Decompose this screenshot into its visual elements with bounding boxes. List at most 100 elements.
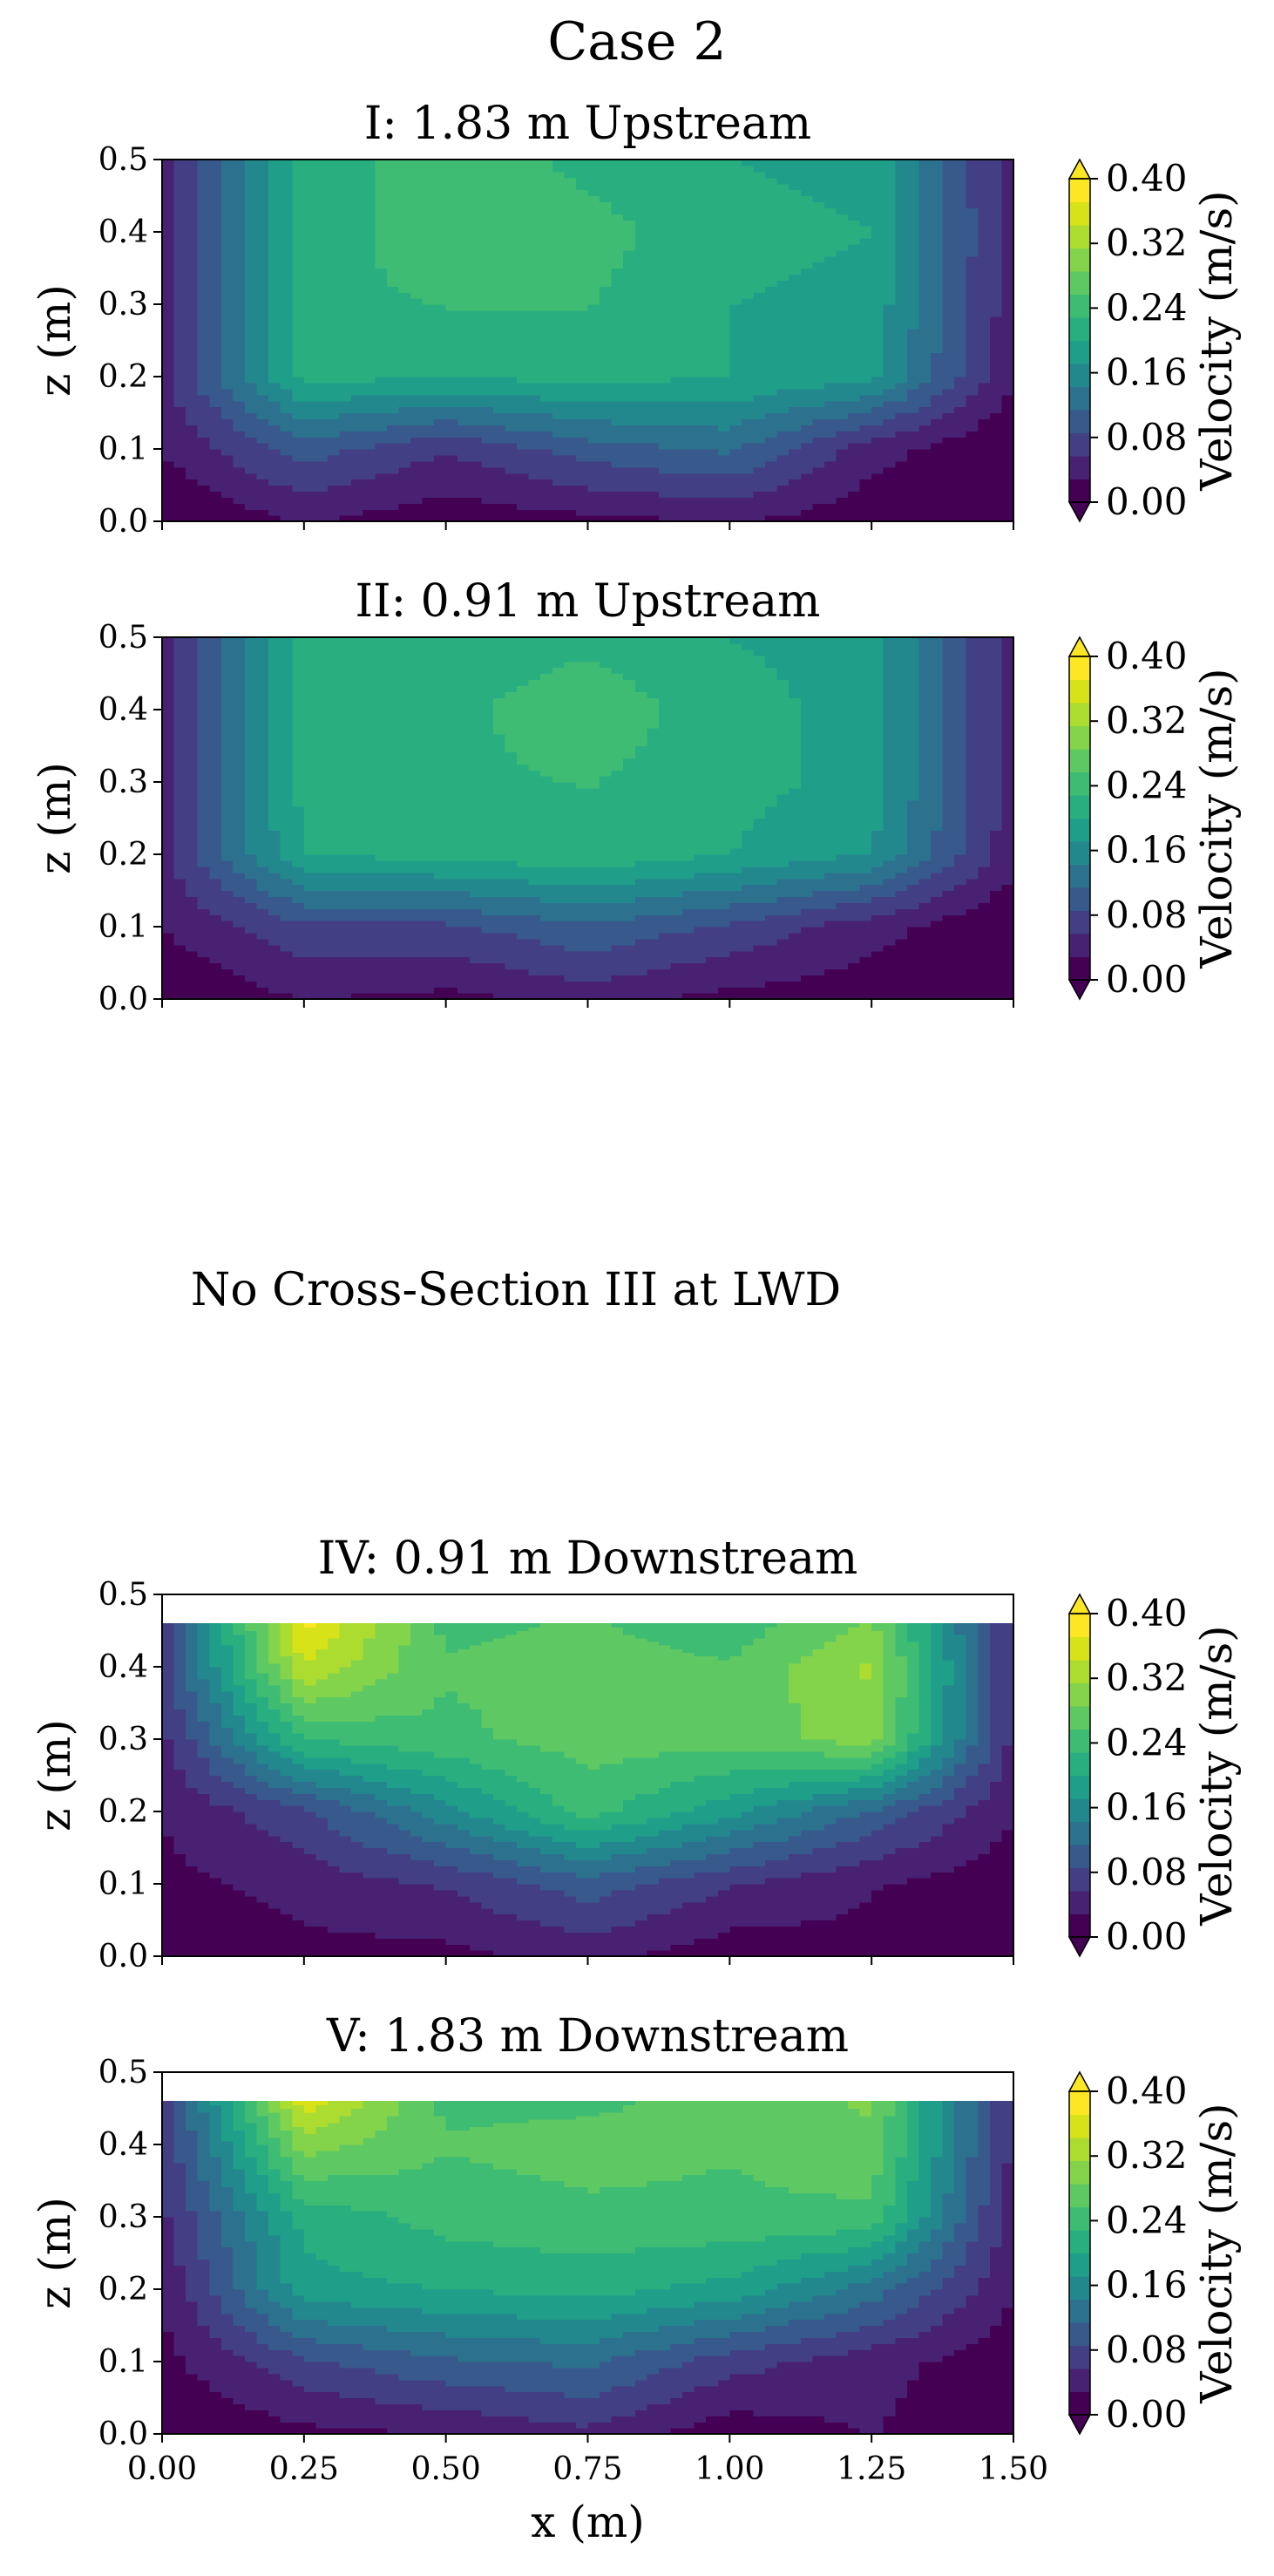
velocity-cell — [386, 322, 399, 330]
velocity-cell — [280, 274, 293, 281]
velocity-cell — [776, 987, 789, 994]
velocity-cell — [351, 485, 364, 493]
velocity-cell — [268, 177, 281, 185]
velocity-cell — [682, 340, 695, 348]
velocity-cell — [564, 274, 577, 281]
velocity-cell — [776, 340, 789, 348]
velocity-cell — [339, 981, 352, 988]
velocity-cell — [186, 956, 199, 964]
velocity-cell — [859, 214, 872, 221]
velocity-cell — [906, 189, 920, 197]
velocity-cell — [942, 352, 955, 359]
velocity-cell — [173, 460, 186, 468]
velocity-cell — [1001, 237, 1013, 245]
velocity-cell — [634, 243, 647, 251]
velocity-cell — [209, 377, 222, 384]
velocity-cell — [611, 171, 624, 179]
velocity-cell — [233, 189, 246, 197]
velocity-cell — [800, 437, 813, 444]
velocity-cell — [823, 286, 837, 293]
velocity-cell — [670, 425, 683, 432]
velocity-cell — [623, 950, 636, 958]
velocity-cell — [800, 201, 813, 208]
velocity-cell — [658, 412, 672, 420]
velocity-cell — [670, 950, 683, 958]
velocity-cell — [492, 927, 506, 934]
velocity-cell — [706, 479, 719, 486]
velocity-cell — [256, 220, 269, 227]
velocity-cell — [517, 171, 530, 179]
velocity-cell — [871, 503, 884, 510]
velocity-cell — [398, 232, 411, 239]
velocity-cell — [528, 201, 541, 208]
velocity-cell — [706, 406, 719, 414]
velocity-cell — [445, 460, 458, 468]
velocity-cell — [776, 993, 789, 999]
velocity-cell — [564, 944, 577, 952]
velocity-cell — [162, 425, 175, 432]
velocity-cell — [587, 286, 600, 293]
velocity-cell — [871, 382, 884, 390]
velocity-cell — [753, 479, 766, 486]
velocity-cell — [481, 969, 494, 975]
velocity-cell — [564, 382, 577, 390]
velocity-cell — [906, 220, 920, 227]
velocity-cell — [375, 304, 388, 311]
velocity-cell — [623, 286, 636, 293]
velocity-cell — [186, 352, 199, 359]
velocity-cell — [268, 220, 281, 227]
velocity-cell — [883, 309, 896, 317]
velocity-cell — [765, 255, 778, 263]
velocity-cell — [836, 400, 849, 408]
velocity-cell — [457, 352, 471, 359]
velocity-cell — [812, 160, 825, 167]
velocity-cell — [268, 249, 281, 257]
velocity-cell — [492, 479, 506, 486]
velocity-cell — [600, 472, 613, 480]
velocity-cell — [765, 292, 778, 299]
velocity-cell — [375, 364, 388, 371]
velocity-cell — [434, 237, 447, 245]
velocity-cell — [776, 286, 789, 293]
velocity-cell — [363, 358, 376, 365]
velocity-cell — [445, 932, 458, 940]
velocity-cell — [729, 412, 742, 420]
velocity-cell — [386, 232, 399, 239]
velocity-cell — [457, 364, 471, 371]
velocity-cell — [883, 220, 896, 227]
velocity-cell — [918, 466, 932, 474]
velocity-cell — [942, 316, 955, 323]
velocity-cell — [883, 431, 896, 438]
velocity-cell — [954, 328, 967, 336]
velocity-cell — [634, 304, 647, 311]
velocity-cell — [256, 443, 269, 450]
velocity-cell — [268, 304, 281, 311]
velocity-cell — [375, 485, 388, 493]
velocity-cell — [694, 328, 707, 336]
velocity-cell — [398, 981, 411, 988]
velocity-cell — [812, 466, 825, 474]
velocity-cell — [220, 981, 234, 988]
velocity-cell — [883, 406, 896, 414]
velocity-cell — [327, 183, 341, 191]
velocity-cell — [280, 479, 293, 486]
velocity-cell — [848, 298, 861, 305]
velocity-cell — [268, 975, 281, 982]
velocity-cell — [398, 515, 411, 521]
velocity-cell — [386, 292, 399, 299]
velocity-cell — [457, 938, 471, 946]
velocity-cell — [717, 491, 730, 498]
velocity-cell — [717, 249, 730, 257]
velocity-cell — [339, 927, 352, 934]
velocity-cell — [859, 377, 872, 384]
velocity-cell — [647, 370, 660, 377]
velocity-cell — [682, 437, 695, 444]
velocity-cell — [906, 334, 920, 342]
velocity-cell — [457, 160, 471, 167]
velocity-cell — [517, 509, 530, 516]
velocity-cell — [906, 298, 920, 305]
velocity-cell — [931, 472, 944, 480]
velocity-cell — [315, 382, 329, 390]
velocity-cell — [505, 220, 518, 227]
velocity-cell — [233, 406, 246, 414]
